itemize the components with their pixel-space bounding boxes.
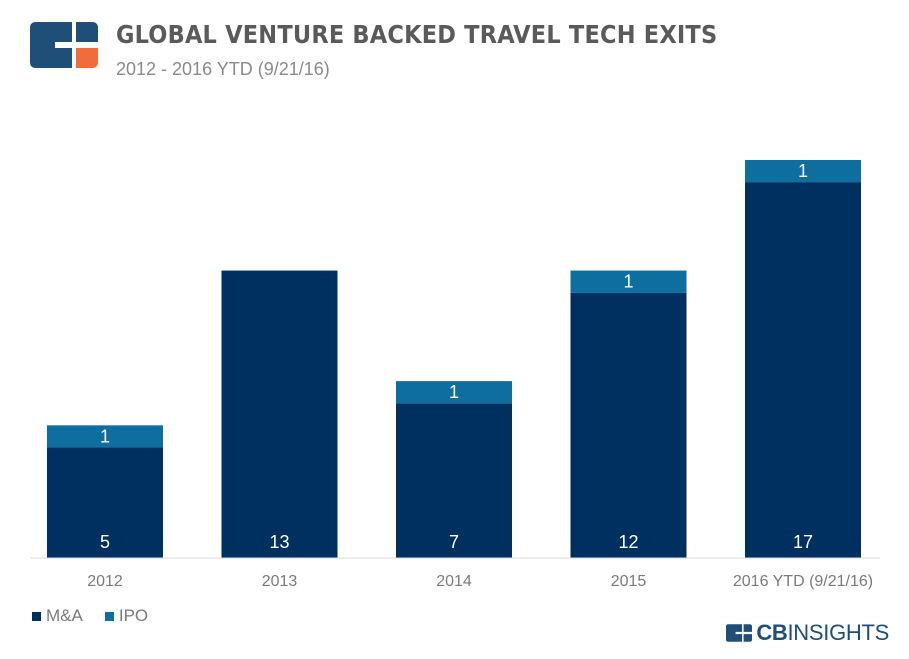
- x-tick-label-0: 2012: [87, 573, 123, 590]
- bar-ma-3: [570, 292, 687, 558]
- data-label-ipo-3: 1: [623, 272, 633, 292]
- bar-ipo-2: [396, 381, 512, 404]
- chart-title: GLOBAL VENTURE BACKED TRAVEL TECH EXITS: [116, 20, 718, 49]
- bar-ma-0: [47, 447, 163, 558]
- brand-wordmark: CBINSIGHTS: [756, 620, 889, 646]
- legend-swatch-ma: [32, 611, 41, 621]
- data-label-ipo-4: 1: [798, 161, 808, 181]
- stacked-bar-chart: 5 1 13 7 1 12 1 17 1 2012 2013 2014 2015 2016 YTD (9…: [30, 160, 880, 590]
- x-tick-label-2: 2014: [436, 573, 472, 590]
- cb-insights-logo-icon: [30, 22, 98, 68]
- legend-swatch-ipo: [104, 611, 114, 621]
- data-label-ma-3: 12: [618, 532, 638, 552]
- bars-group: 5 1 13 7 1 12 1 17 1: [47, 160, 861, 558]
- data-label-ipo-0: 1: [100, 426, 110, 446]
- bar-ipo-4: [745, 160, 861, 183]
- cb-insights-brand-icon: [726, 624, 753, 642]
- data-label-ma-0: 5: [100, 532, 110, 552]
- brand-wordmark-cb: CB: [756, 620, 788, 645]
- bar-ma-2: [396, 403, 512, 558]
- bar-ipo-3: [570, 270, 687, 293]
- brand-wordmark-insights: INSIGHTS: [787, 620, 890, 645]
- data-label-ma-1: 13: [269, 532, 289, 552]
- x-axis-tick-labels: 2012 2013 2014 2015 2016 YTD (9/21/16): [87, 573, 873, 590]
- legend-item-ipo: IPO: [104, 606, 149, 626]
- legend-item-ma: M&A: [32, 606, 83, 626]
- legend: M&A IPO: [32, 606, 170, 626]
- chart-subtitle: 2012 - 2016 YTD (9/21/16): [116, 59, 330, 79]
- legend-label-ma: M&A: [46, 606, 83, 625]
- data-label-ipo-2: 1: [449, 382, 459, 402]
- data-label-ma-4: 17: [793, 532, 813, 552]
- legend-label-ipo: IPO: [118, 606, 149, 625]
- cb-insights-brand: CBINSIGHTS: [726, 620, 889, 646]
- bar-ipo-0: [47, 425, 163, 448]
- x-tick-label-4: 2016 YTD (9/21/16): [733, 573, 873, 590]
- x-tick-label-3: 2015: [611, 573, 647, 590]
- data-label-ma-2: 7: [449, 532, 459, 552]
- bar-ma-4: [745, 182, 861, 558]
- x-tick-label-1: 2013: [262, 573, 298, 590]
- bar-ma-1: [221, 270, 338, 558]
